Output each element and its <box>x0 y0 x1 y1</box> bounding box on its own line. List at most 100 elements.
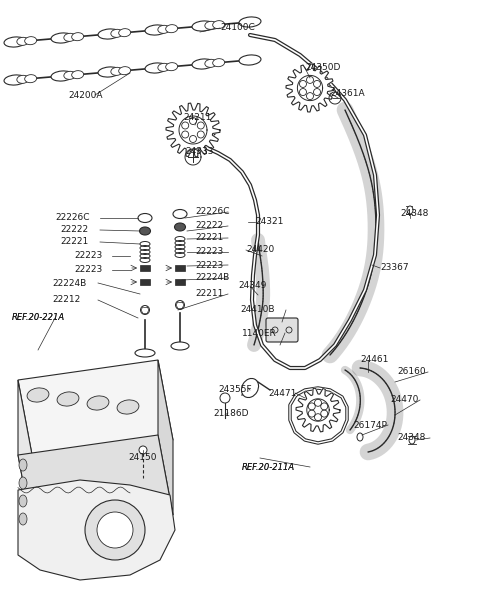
Text: REF.20-221A: REF.20-221A <box>12 313 65 323</box>
Text: 24150: 24150 <box>129 453 157 463</box>
Ellipse shape <box>64 34 76 42</box>
Text: 24355F: 24355F <box>218 386 252 395</box>
Polygon shape <box>296 388 340 432</box>
Ellipse shape <box>239 55 261 65</box>
Text: 22222: 22222 <box>60 225 88 235</box>
Text: 24200A: 24200A <box>68 90 103 100</box>
Ellipse shape <box>175 223 185 231</box>
Ellipse shape <box>57 392 79 406</box>
Text: 21186D: 21186D <box>213 409 249 417</box>
Ellipse shape <box>409 436 415 444</box>
Text: 24470: 24470 <box>390 395 419 404</box>
Ellipse shape <box>192 21 214 31</box>
Text: 1140ER: 1140ER <box>242 329 277 337</box>
Ellipse shape <box>213 21 225 29</box>
Text: 24100C: 24100C <box>220 23 255 32</box>
Ellipse shape <box>27 388 49 402</box>
Ellipse shape <box>64 71 76 79</box>
Bar <box>140 265 150 271</box>
Polygon shape <box>18 480 175 580</box>
Ellipse shape <box>98 29 120 39</box>
Text: 22226C: 22226C <box>195 208 229 216</box>
Polygon shape <box>166 103 220 157</box>
Ellipse shape <box>213 59 225 67</box>
Ellipse shape <box>141 306 149 315</box>
Ellipse shape <box>111 67 123 75</box>
Ellipse shape <box>135 349 155 357</box>
Text: 24349: 24349 <box>238 282 266 290</box>
Bar <box>140 279 150 285</box>
Ellipse shape <box>158 25 170 34</box>
Ellipse shape <box>117 400 139 414</box>
Ellipse shape <box>407 206 413 214</box>
Text: 22226C: 22226C <box>55 213 89 222</box>
Ellipse shape <box>145 63 167 73</box>
Bar <box>175 265 185 271</box>
Ellipse shape <box>17 75 29 83</box>
Ellipse shape <box>4 37 26 47</box>
Ellipse shape <box>139 446 147 454</box>
Ellipse shape <box>72 71 84 79</box>
Circle shape <box>85 500 145 560</box>
Ellipse shape <box>173 210 187 219</box>
Ellipse shape <box>357 433 363 441</box>
Polygon shape <box>18 380 33 535</box>
Ellipse shape <box>205 59 217 67</box>
Text: 24348: 24348 <box>400 210 428 219</box>
Text: 22224B: 22224B <box>195 274 229 282</box>
Ellipse shape <box>140 227 151 235</box>
Ellipse shape <box>192 59 214 69</box>
Text: 26174P: 26174P <box>353 420 387 430</box>
Ellipse shape <box>87 396 109 410</box>
Text: REF.20-211A: REF.20-211A <box>242 463 295 472</box>
Ellipse shape <box>72 32 84 41</box>
Text: 22221: 22221 <box>195 233 223 243</box>
Ellipse shape <box>51 33 73 43</box>
Text: 24348: 24348 <box>397 433 425 442</box>
Ellipse shape <box>4 75 26 85</box>
Ellipse shape <box>138 213 152 222</box>
Text: 22212: 22212 <box>52 296 80 304</box>
Text: 22222: 22222 <box>195 222 223 230</box>
Ellipse shape <box>51 71 73 81</box>
Text: 26160: 26160 <box>397 367 426 376</box>
Text: 22211: 22211 <box>195 290 223 299</box>
Text: 22223: 22223 <box>195 247 223 257</box>
Ellipse shape <box>239 17 261 27</box>
Polygon shape <box>158 360 173 515</box>
Ellipse shape <box>17 37 29 45</box>
Text: 22223: 22223 <box>74 252 102 260</box>
Text: 22223: 22223 <box>74 266 102 274</box>
Ellipse shape <box>119 67 131 75</box>
Text: 22224B: 22224B <box>52 279 86 288</box>
Text: 22223: 22223 <box>195 260 223 269</box>
Ellipse shape <box>158 64 170 71</box>
Ellipse shape <box>19 477 27 489</box>
Ellipse shape <box>24 75 36 82</box>
Ellipse shape <box>205 21 217 29</box>
Polygon shape <box>18 360 173 460</box>
Ellipse shape <box>220 393 230 403</box>
Ellipse shape <box>166 63 178 71</box>
Text: 22221: 22221 <box>60 238 88 246</box>
Text: 24350D: 24350D <box>305 64 340 73</box>
Ellipse shape <box>241 378 259 398</box>
Polygon shape <box>18 435 173 535</box>
Text: 23367: 23367 <box>380 263 408 273</box>
Bar <box>175 279 185 285</box>
Text: 24321: 24321 <box>255 218 283 227</box>
Ellipse shape <box>19 459 27 471</box>
Ellipse shape <box>171 342 189 350</box>
Text: 24211: 24211 <box>183 114 211 122</box>
Text: 24410B: 24410B <box>240 306 275 315</box>
Ellipse shape <box>119 29 131 37</box>
Text: 24361A: 24361A <box>330 89 365 98</box>
Ellipse shape <box>145 25 167 35</box>
Ellipse shape <box>19 495 27 507</box>
Ellipse shape <box>111 29 123 37</box>
Text: REF.20-221A: REF.20-221A <box>12 313 65 323</box>
Polygon shape <box>286 64 334 112</box>
Text: 24461: 24461 <box>360 356 388 365</box>
FancyBboxPatch shape <box>266 318 298 342</box>
Text: 24420: 24420 <box>246 246 274 255</box>
